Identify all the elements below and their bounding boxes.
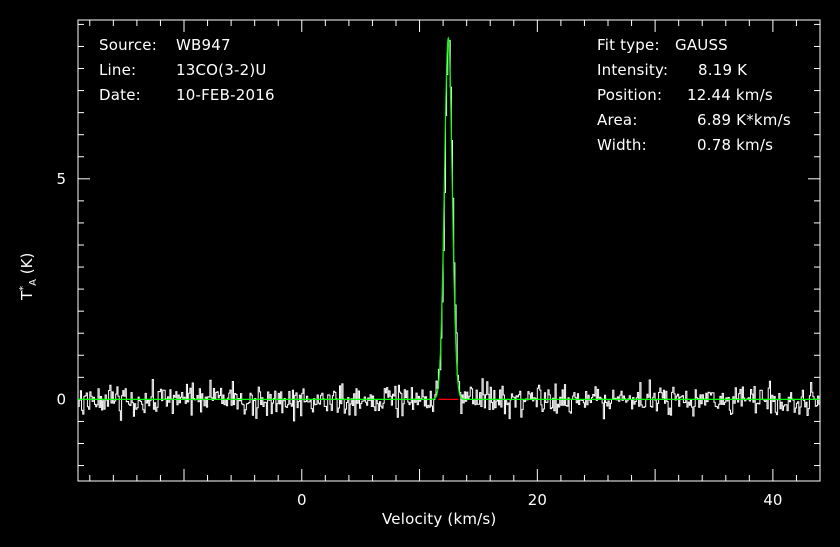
line-label: Line: xyxy=(99,61,137,79)
gaussian-fit-line xyxy=(78,36,820,400)
date-value: 10-FEB-2016 xyxy=(176,86,275,104)
area-label: Area: xyxy=(597,111,638,129)
x-axis-label: Velocity (km/s) xyxy=(382,510,497,528)
y-axis-label: T*A (K) xyxy=(18,252,39,300)
source-label: Source: xyxy=(99,36,157,54)
axis-ticks xyxy=(78,20,821,481)
date-label: Date: xyxy=(99,86,141,104)
fit-type-label: Fit type: xyxy=(597,36,660,54)
tick-labels: 0 20 40 0 5 xyxy=(56,170,782,509)
y-tick-label: 0 xyxy=(56,390,66,408)
fit-type-value: GAUSS xyxy=(675,36,728,54)
intensity-value: 8.19 K xyxy=(698,61,748,79)
line-value: 13CO(3-2)U xyxy=(176,61,267,79)
x-tick-label: 40 xyxy=(763,491,782,509)
position-value: 12.44 km/s xyxy=(687,86,773,104)
spectrum-line xyxy=(78,40,820,422)
source-value: WB947 xyxy=(176,36,231,54)
width-label: Width: xyxy=(597,136,647,154)
y-tick-label: 5 xyxy=(56,170,66,188)
x-tick-label: 0 xyxy=(297,491,307,509)
position-label: Position: xyxy=(597,86,663,104)
intensity-label: Intensity: xyxy=(597,61,669,79)
plot-frame xyxy=(77,19,821,482)
x-tick-label: 20 xyxy=(528,491,547,509)
width-value: 0.78 km/s xyxy=(697,136,774,154)
area-value: 6.89 K*km/s xyxy=(697,111,791,129)
